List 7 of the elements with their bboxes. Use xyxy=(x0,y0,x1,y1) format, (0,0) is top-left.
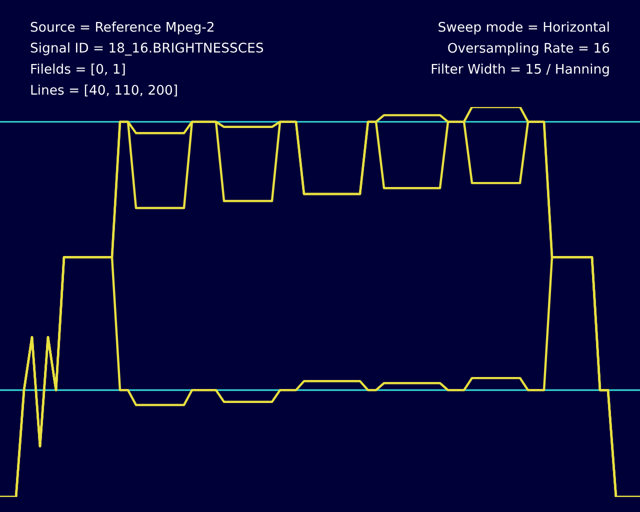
text: Filter Width = 15 / Hanning xyxy=(432,64,609,76)
text: Sweep mode = Horizontal xyxy=(438,22,609,34)
source-note: Source = Reference Mpeg-2 xyxy=(30,22,214,34)
text: Oversampling Rate = 16 xyxy=(448,42,610,56)
text: Lines = [40, 110, 200] xyxy=(31,84,177,96)
text: Signal ID = 18_16.BRIGHTNESSCES xyxy=(30,42,264,56)
text: Filelds = [0, 1] xyxy=(31,64,125,76)
